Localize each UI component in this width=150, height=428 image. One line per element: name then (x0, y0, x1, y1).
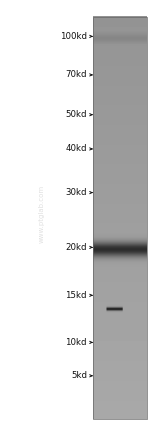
Text: 10kd: 10kd (66, 338, 87, 347)
Bar (93, 17, 147, 419)
Text: 70kd: 70kd (66, 70, 87, 80)
Text: 15kd: 15kd (66, 291, 87, 300)
Text: 30kd: 30kd (66, 188, 87, 197)
Text: 100kd: 100kd (60, 32, 87, 41)
Text: 5kd: 5kd (71, 371, 87, 380)
Text: 50kd: 50kd (66, 110, 87, 119)
Text: 40kd: 40kd (66, 144, 87, 154)
Text: www.ptglab.com: www.ptglab.com (39, 185, 45, 243)
Text: 20kd: 20kd (66, 243, 87, 252)
